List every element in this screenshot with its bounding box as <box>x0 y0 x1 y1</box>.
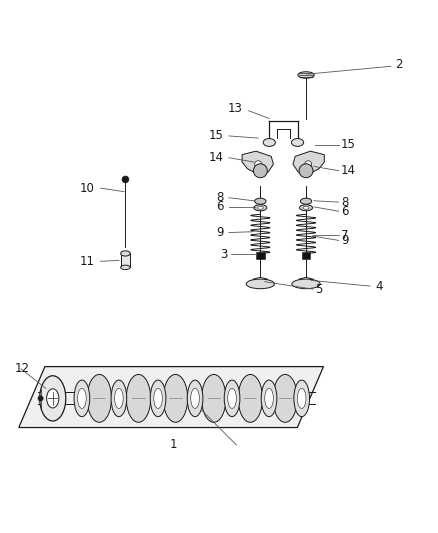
Text: 12: 12 <box>14 362 29 375</box>
Ellipse shape <box>300 205 313 211</box>
Ellipse shape <box>111 380 127 417</box>
Ellipse shape <box>120 251 130 256</box>
Polygon shape <box>293 151 324 175</box>
Text: 6: 6 <box>216 200 223 213</box>
Ellipse shape <box>253 164 267 177</box>
Text: 1: 1 <box>170 439 177 451</box>
Ellipse shape <box>154 389 162 408</box>
Ellipse shape <box>201 375 226 422</box>
Text: 15: 15 <box>208 130 223 142</box>
Ellipse shape <box>163 375 187 422</box>
Polygon shape <box>19 367 323 427</box>
Text: 13: 13 <box>228 102 243 116</box>
Ellipse shape <box>265 389 273 408</box>
Ellipse shape <box>299 164 313 177</box>
Ellipse shape <box>291 139 304 147</box>
Ellipse shape <box>126 375 151 422</box>
Ellipse shape <box>305 161 312 168</box>
Ellipse shape <box>115 389 123 408</box>
Ellipse shape <box>228 389 237 408</box>
Ellipse shape <box>298 72 314 78</box>
Ellipse shape <box>191 389 199 408</box>
Text: 11: 11 <box>80 255 95 268</box>
Ellipse shape <box>150 380 166 417</box>
Bar <box>256 252 265 259</box>
Text: 7: 7 <box>341 229 348 241</box>
Text: 5: 5 <box>315 282 322 296</box>
Ellipse shape <box>122 176 129 183</box>
Text: 9: 9 <box>216 226 223 239</box>
Text: 6: 6 <box>341 205 348 217</box>
Ellipse shape <box>74 380 90 417</box>
Ellipse shape <box>47 389 59 408</box>
Text: 14: 14 <box>208 151 223 164</box>
Bar <box>120 254 130 268</box>
Text: 8: 8 <box>216 191 223 204</box>
Ellipse shape <box>261 380 277 417</box>
Ellipse shape <box>246 279 275 289</box>
Ellipse shape <box>294 380 310 417</box>
Ellipse shape <box>120 265 130 270</box>
Bar <box>302 252 311 259</box>
Text: 8: 8 <box>341 196 348 208</box>
Ellipse shape <box>224 380 240 417</box>
Ellipse shape <box>254 161 261 168</box>
Ellipse shape <box>297 389 306 408</box>
Text: 4: 4 <box>376 280 383 293</box>
Text: 9: 9 <box>341 234 348 247</box>
Ellipse shape <box>187 380 203 417</box>
Ellipse shape <box>78 389 86 408</box>
Ellipse shape <box>254 198 266 204</box>
Ellipse shape <box>273 375 297 422</box>
Text: 2: 2 <box>395 58 403 70</box>
Text: 14: 14 <box>341 164 356 177</box>
Ellipse shape <box>238 375 262 422</box>
Ellipse shape <box>258 206 263 209</box>
Ellipse shape <box>87 375 112 422</box>
Text: 10: 10 <box>80 182 95 195</box>
Ellipse shape <box>292 279 320 289</box>
Text: 3: 3 <box>220 248 228 261</box>
Ellipse shape <box>38 396 43 401</box>
Ellipse shape <box>303 206 309 209</box>
Text: 15: 15 <box>341 138 356 151</box>
Ellipse shape <box>40 376 66 421</box>
Ellipse shape <box>300 198 312 204</box>
Ellipse shape <box>263 139 276 147</box>
Polygon shape <box>242 151 273 175</box>
Ellipse shape <box>254 205 267 211</box>
